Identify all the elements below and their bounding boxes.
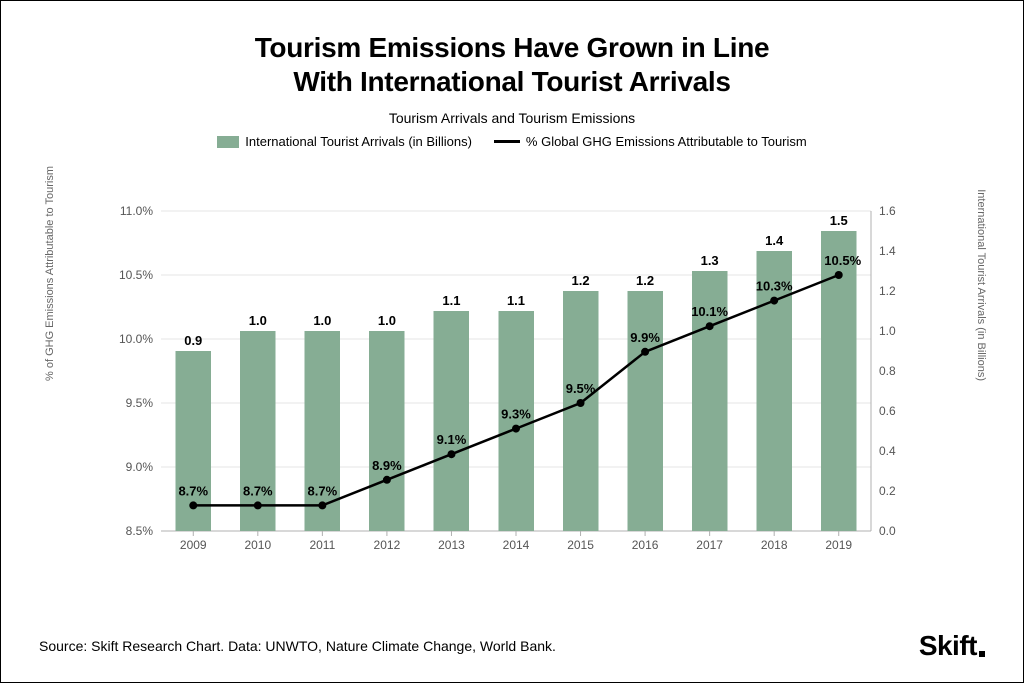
svg-text:8.5%: 8.5% (126, 524, 154, 538)
svg-text:2013: 2013 (438, 538, 465, 552)
svg-text:1.6: 1.6 (879, 204, 896, 218)
svg-text:0.9: 0.9 (184, 333, 202, 348)
svg-text:1.2: 1.2 (636, 273, 654, 288)
svg-text:9.5%: 9.5% (126, 396, 154, 410)
svg-text:9.0%: 9.0% (126, 460, 154, 474)
legend-swatch-bar (217, 136, 239, 148)
svg-text:1.4: 1.4 (765, 233, 784, 248)
svg-text:10.0%: 10.0% (119, 332, 153, 346)
svg-text:10.1%: 10.1% (691, 304, 728, 319)
svg-text:8.7%: 8.7% (178, 483, 208, 498)
svg-text:8.7%: 8.7% (243, 483, 273, 498)
main-title: Tourism Emissions Have Grown in Line Wit… (1, 31, 1023, 98)
legend-swatch-line (494, 140, 520, 143)
svg-text:1.0: 1.0 (249, 313, 267, 328)
svg-text:1.0: 1.0 (313, 313, 331, 328)
brand-text: Skift (919, 630, 977, 662)
svg-text:10.5%: 10.5% (119, 268, 153, 282)
svg-text:0.4: 0.4 (879, 444, 896, 458)
svg-text:0.6: 0.6 (879, 404, 896, 418)
svg-text:1.0: 1.0 (378, 313, 396, 328)
svg-text:9.5%: 9.5% (566, 381, 596, 396)
svg-text:11.0%: 11.0% (120, 204, 153, 218)
svg-text:0.0: 0.0 (879, 524, 896, 538)
legend: International Tourist Arrivals (in Billi… (1, 134, 1023, 149)
legend-item-line: % Global GHG Emissions Attributable to T… (494, 134, 807, 149)
svg-text:2015: 2015 (567, 538, 594, 552)
svg-text:2009: 2009 (180, 538, 207, 552)
svg-text:1.2: 1.2 (879, 284, 896, 298)
svg-text:10.5%: 10.5% (824, 253, 861, 268)
svg-text:10.3%: 10.3% (756, 279, 793, 294)
plot-area: 8.5% 9.0% 9.5% 10.0% 10.5% 11.0% 0.0 0.2 0.4 0.6 0… (116, 201, 916, 561)
svg-text:2019: 2019 (825, 538, 852, 552)
svg-text:1.1: 1.1 (442, 293, 460, 308)
title-block: Tourism Emissions Have Grown in Line Wit… (1, 31, 1023, 149)
svg-text:8.9%: 8.9% (372, 458, 402, 473)
svg-text:1.1: 1.1 (507, 293, 525, 308)
svg-text:2011: 2011 (309, 538, 335, 552)
legend-line-label: % Global GHG Emissions Attributable to T… (526, 134, 807, 149)
svg-text:2018: 2018 (761, 538, 788, 552)
plot-svg: 8.5% 9.0% 9.5% 10.0% 10.5% 11.0% 0.0 0.2 0.4 0.6 0… (116, 201, 916, 561)
svg-text:2014: 2014 (503, 538, 530, 552)
svg-text:8.7%: 8.7% (308, 483, 338, 498)
svg-text:1.2: 1.2 (572, 273, 590, 288)
svg-text:0.8: 0.8 (879, 364, 896, 378)
svg-text:1.5: 1.5 (830, 213, 848, 228)
svg-text:0.2: 0.2 (879, 484, 896, 498)
svg-text:2016: 2016 (632, 538, 659, 552)
svg-text:2017: 2017 (696, 538, 723, 552)
legend-bar-label: International Tourist Arrivals (in Billi… (245, 134, 472, 149)
svg-text:9.1%: 9.1% (437, 432, 467, 447)
left-axis-title: % of GHG Emissions Attributable to Touri… (44, 166, 56, 381)
source-text: Source: Skift Research Chart. Data: UNWT… (39, 638, 556, 654)
brand-logo: Skift (919, 630, 985, 662)
right-axis-title: International Tourist Arrivals (in Billi… (975, 189, 987, 381)
svg-text:9.3%: 9.3% (501, 407, 531, 422)
brand-dot-icon (979, 651, 985, 657)
svg-text:1.4: 1.4 (879, 244, 896, 258)
svg-text:1.0: 1.0 (879, 324, 896, 338)
legend-item-bars: International Tourist Arrivals (in Billi… (217, 134, 472, 149)
subtitle: Tourism Arrivals and Tourism Emissions (1, 110, 1023, 126)
svg-text:1.3: 1.3 (701, 253, 719, 268)
svg-text:2010: 2010 (244, 538, 271, 552)
svg-text:9.9%: 9.9% (630, 330, 660, 345)
svg-text:2012: 2012 (374, 538, 401, 552)
chart-card: Tourism Emissions Have Grown in Line Wit… (0, 0, 1024, 683)
